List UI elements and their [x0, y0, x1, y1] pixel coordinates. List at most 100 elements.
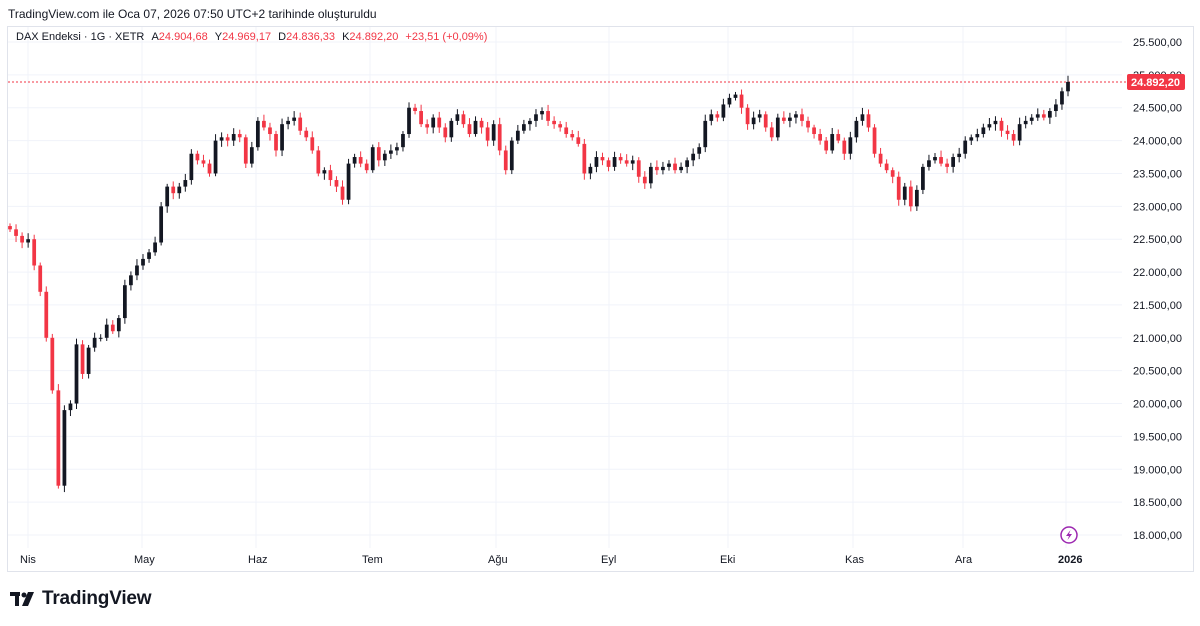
candle [515, 124, 520, 145]
candle-body [999, 120, 1004, 131]
candle [292, 111, 297, 126]
candle-body [449, 120, 454, 138]
candle [582, 138, 587, 180]
candle-body [1060, 91, 1064, 105]
candle-body [661, 166, 665, 171]
candle-body [141, 258, 145, 266]
candle [425, 119, 430, 134]
candle [522, 119, 526, 134]
x-tick-label: Eyl [601, 554, 616, 566]
x-tick-label: Nis [20, 554, 36, 566]
candle [165, 183, 170, 213]
candle [1041, 109, 1046, 121]
candle [691, 148, 696, 167]
candle [969, 134, 974, 146]
y-tick-label: 18.000,00 [1133, 530, 1182, 542]
ohlc-legend: DAX Endeksi · 1G · XETR A24.904,68 Y24.9… [16, 31, 487, 43]
candle-body [1029, 117, 1034, 121]
y-tick-label: 24.000,00 [1133, 136, 1182, 148]
candle-body [1011, 134, 1016, 141]
candle [243, 134, 248, 169]
candle-body [340, 186, 345, 200]
candle [346, 158, 351, 205]
candle [479, 117, 484, 134]
candle-body [642, 176, 647, 184]
candle-body [824, 140, 829, 151]
candle [927, 154, 931, 171]
candle-body [122, 285, 127, 319]
y-tick-label: 18.500,00 [1133, 497, 1182, 509]
candle [836, 129, 841, 144]
candle [733, 91, 738, 101]
candle [745, 104, 750, 130]
symbol-label[interactable]: DAX Endeksi · 1G · XETR [16, 31, 145, 43]
candle-body [818, 134, 822, 141]
candle-body [268, 127, 272, 135]
candle-body [316, 150, 321, 174]
candle-body [201, 160, 206, 164]
candle-body [1017, 124, 1022, 141]
candle-body [461, 114, 466, 125]
candle-body [721, 104, 726, 118]
candle-body [262, 120, 266, 128]
candle [679, 162, 683, 174]
candle-body [673, 163, 677, 171]
candle-body [455, 114, 460, 121]
candle-body [1023, 120, 1028, 125]
candle [818, 128, 822, 145]
candle [92, 332, 97, 352]
low-value: 24.836,33 [286, 31, 336, 43]
candle [491, 120, 496, 146]
candle-body [896, 176, 901, 200]
candle [129, 271, 133, 291]
candle-body [1041, 114, 1046, 118]
candle-body [842, 140, 847, 154]
candle-body [588, 166, 593, 174]
candle [256, 117, 260, 151]
candle-body [558, 124, 563, 128]
candle-body [183, 180, 188, 187]
candle-body [939, 157, 943, 164]
candle [358, 151, 363, 168]
candle [564, 121, 569, 138]
last-price-label: 24.892,20 [1131, 77, 1180, 89]
candle [806, 116, 810, 133]
candle [62, 405, 67, 493]
candle [540, 107, 544, 120]
lightning-icon[interactable] [1060, 526, 1078, 544]
candle-body [884, 163, 889, 171]
x-tick-label: 2026 [1058, 554, 1082, 566]
close-key: K [342, 31, 350, 43]
chart-frame[interactable] [7, 26, 1194, 572]
candle [812, 124, 816, 139]
candle [38, 262, 43, 297]
candle-body [413, 107, 417, 112]
candle [340, 180, 345, 205]
candle [201, 154, 206, 168]
candle [1017, 117, 1022, 146]
candle [401, 131, 405, 152]
candle-body [1035, 114, 1040, 118]
candle-body [8, 226, 12, 230]
candle-body [322, 170, 327, 174]
tradingview-logo[interactable]: TradingView [10, 588, 152, 610]
candle-body [328, 170, 333, 181]
candle [20, 232, 24, 249]
y-tick-label: 19.500,00 [1133, 431, 1182, 443]
candle [636, 157, 641, 183]
candle-body [129, 275, 133, 286]
candle-body [655, 166, 659, 171]
candle-body [382, 153, 387, 161]
y-tick-label: 21.000,00 [1133, 333, 1182, 345]
candle [848, 131, 853, 160]
candle [334, 176, 339, 193]
candle [951, 153, 956, 173]
candle [171, 181, 176, 200]
candle-body [38, 265, 43, 292]
candle [141, 254, 145, 270]
candle-body [491, 124, 496, 141]
candle-body [98, 337, 103, 339]
candle-body [951, 157, 956, 167]
candle-body [249, 147, 254, 164]
